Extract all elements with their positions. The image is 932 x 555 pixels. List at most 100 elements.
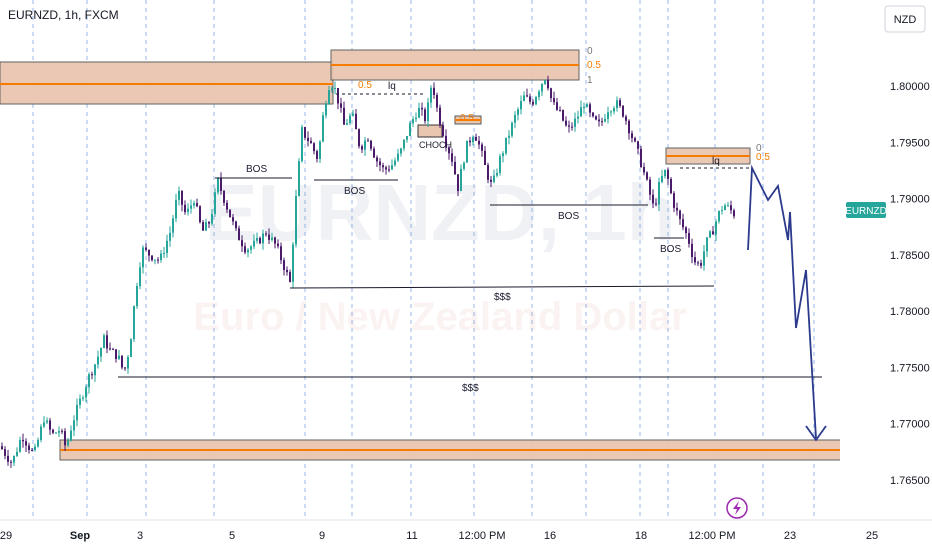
candle-body-162 — [487, 164, 489, 180]
candle-body-243 — [730, 205, 732, 211]
candle-body-235 — [706, 237, 708, 252]
candle-body-64 — [193, 203, 195, 206]
candle-body-51 — [154, 259, 156, 261]
candle-body-66 — [199, 206, 201, 223]
candle-body-148 — [445, 135, 447, 148]
candle-body-71 — [214, 192, 216, 214]
candle-body-105 — [316, 151, 318, 159]
candle-body-22 — [67, 440, 69, 446]
candle-body-18 — [55, 432, 57, 434]
candle-body-231 — [694, 257, 696, 263]
candle-body-134 — [403, 139, 405, 149]
candle-body-72 — [217, 178, 219, 193]
candle-body-122 — [367, 140, 369, 142]
candle-body-62 — [187, 208, 189, 213]
candle-body-216 — [649, 179, 651, 195]
projection-arrowhead — [805, 425, 827, 442]
bos-label-4: BOS — [660, 244, 681, 255]
candle-body-91 — [274, 237, 276, 244]
candle-body-244 — [733, 210, 735, 217]
lq-label-left: lq — [388, 81, 396, 92]
candle-body-182 — [547, 79, 549, 89]
candle-body-233 — [700, 262, 702, 266]
candle-body-237 — [712, 231, 714, 235]
candle-body-194 — [583, 106, 585, 108]
price-axis[interactable]: 1.80000 1.79500 1.79000 1.78500 1.78000 1.775… — [890, 81, 930, 487]
candle-body-196 — [589, 104, 591, 113]
time-tick-6: 12:00 PM — [458, 530, 505, 542]
candle-body-58 — [175, 199, 177, 219]
candle-body-193 — [580, 107, 582, 117]
candle-body-189 — [568, 125, 570, 127]
candle-body-230 — [691, 243, 693, 258]
projection-path — [747, 164, 827, 442]
candle-body-30 — [91, 374, 93, 376]
candle-body-183 — [550, 88, 552, 99]
candle-body-106 — [319, 141, 321, 159]
watermark: EURNZD, 1h Euro / New Zealand Dollar — [193, 168, 686, 339]
current-price-badge-label: EURNZD — [845, 206, 887, 217]
candle-body-41 — [124, 367, 126, 369]
candle-body-197 — [592, 112, 594, 117]
candle-body-81 — [244, 246, 246, 253]
candle-body-186 — [559, 109, 561, 111]
candle-body-80 — [241, 240, 243, 247]
candle-body-225 — [676, 207, 678, 211]
candle-body-82 — [247, 249, 249, 253]
candle-body-151 — [454, 161, 456, 175]
candle-body-239 — [718, 210, 720, 222]
candle-body-70 — [211, 213, 213, 224]
candle-body-143 — [430, 87, 432, 103]
candle-body-111 — [334, 88, 336, 90]
watermark-ticker: EURNZD, 1h — [204, 168, 675, 257]
fib-left-05: 0.5 — [358, 80, 372, 91]
candle-body-77 — [232, 217, 234, 222]
candle-body-59 — [178, 190, 180, 200]
time-tick-2: 3 — [137, 530, 143, 542]
candle-body-45 — [136, 286, 138, 307]
price-axis-panel — [840, 0, 932, 520]
price-tick-4: 1.78000 — [890, 306, 930, 318]
candle-body-221 — [664, 169, 666, 177]
currency-selector[interactable]: NZD — [884, 5, 926, 33]
candle-body-149 — [448, 147, 450, 154]
candle-body-140 — [421, 107, 423, 110]
candle-body-60 — [181, 190, 183, 205]
candle-body-107 — [322, 115, 324, 142]
candle-body-5 — [16, 451, 18, 456]
candle-body-40 — [121, 355, 123, 368]
currency-label[interactable]: NZD — [894, 14, 917, 26]
candle-body-165 — [496, 173, 498, 176]
candle-body-48 — [145, 247, 147, 250]
candle-body-138 — [415, 117, 417, 120]
candle-body-49 — [148, 249, 150, 256]
candle-body-69 — [208, 222, 210, 224]
choch-label: CHOCH — [419, 140, 452, 150]
candle-body-21 — [64, 431, 66, 446]
candle-body-47 — [142, 247, 144, 268]
replay-lightning-icon[interactable] — [726, 497, 748, 519]
candle-body-61 — [184, 204, 186, 213]
candle-body-35 — [106, 335, 108, 349]
sss-line-1 — [289, 285, 715, 289]
candle-body-167 — [502, 153, 504, 157]
candle-body-124 — [373, 148, 375, 158]
symbol-header[interactable]: EURNZD, 1h, FXCM — [8, 8, 119, 22]
candle-body-56 — [169, 232, 171, 241]
candle-body-9 — [28, 445, 30, 450]
candle-body-53 — [160, 253, 162, 260]
time-tick-3: 5 — [229, 530, 235, 542]
time-axis[interactable]: 29 Sep 3 5 9 11 12:00 PM 16 18 12:00 PM 23 25 — [0, 530, 878, 542]
candle-body-117 — [352, 113, 354, 116]
candle-body-88 — [265, 233, 267, 235]
candle-body-160 — [481, 144, 483, 151]
candle-body-229 — [688, 233, 690, 244]
candle-body-192 — [577, 116, 579, 119]
candle-body-188 — [565, 120, 567, 126]
candle-body-191 — [574, 118, 576, 127]
candle-body-73 — [220, 178, 222, 191]
candle-body-68 — [205, 222, 207, 231]
time-tick-8: 18 — [635, 530, 647, 542]
